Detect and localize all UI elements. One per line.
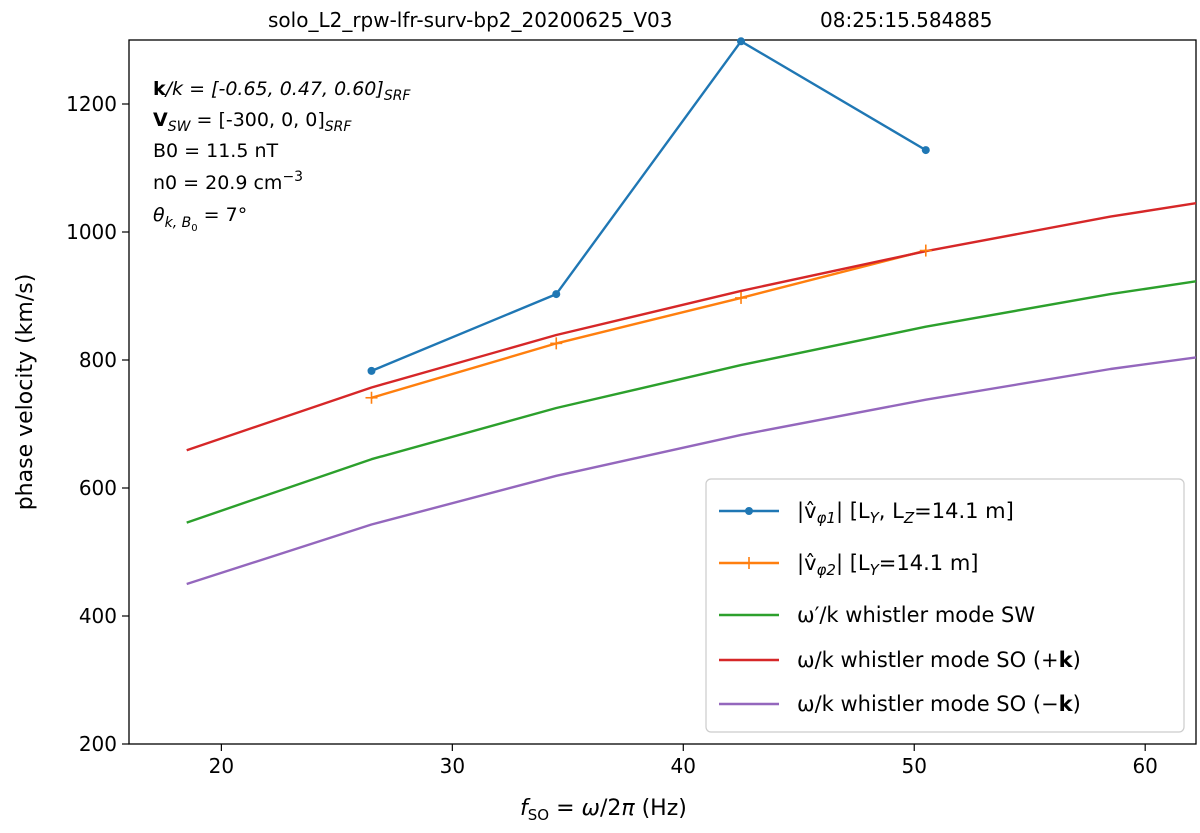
x-tick-label-40: 40 (671, 754, 696, 778)
legend-marker-0 (745, 507, 753, 515)
y-tick-label-1000: 1000 (66, 220, 117, 244)
legend-label-vphi1: |v̂φ1| [LY, LZ=14.1 m] (797, 499, 1014, 527)
annotation-theta: θk, B0 = 7° (153, 204, 247, 234)
series-line-1 (371, 249, 927, 399)
y-tick-label-200: 200 (79, 732, 117, 756)
legend-box (705, 478, 1185, 733)
annotation-b0: B0 = 11.5 nT (153, 140, 279, 162)
annotation-n0: n0 = 20.9 cm−3 (153, 169, 303, 194)
y-tick-label-400: 400 (79, 604, 117, 628)
legend-handles (719, 507, 779, 706)
series-0-point-0 (367, 366, 376, 375)
series-0-point-3 (921, 146, 930, 155)
x-tick-label-30: 30 (440, 754, 465, 778)
legend-label-sw: ω′/k whistler mode SW (797, 603, 1035, 627)
series-0-point-1 (552, 290, 561, 299)
x-tick-label-60: 60 (1132, 754, 1157, 778)
legend-marker-1 (743, 557, 755, 569)
series-line-4 (186, 356, 1196, 586)
legend: |v̂φ1| [LY, LZ=14.1 m] |v̂φ2| [LY=14.1 m… (705, 478, 1185, 733)
annotation-block: k/k = [-0.65, 0.47, 0.60]SRF VSW = [-300… (153, 78, 411, 234)
legend-label-so-plus: ω/k whistler mode SO (+k) (797, 648, 1081, 672)
x-axis-label: fSO = ω/2π (Hz) (520, 796, 687, 824)
series-1-point-3 (919, 244, 932, 257)
legend-label-vphi2: |v̂φ2| [LY=14.1 m] (797, 551, 978, 579)
chart-title-left: solo_L2_rpw-lfr-surv-bp2_20200625_V03 (268, 8, 672, 32)
series-1-point-2 (735, 291, 748, 304)
series-group (186, 40, 1196, 586)
x-tick-label-20: 20 (209, 754, 234, 778)
series-line-0 (371, 40, 927, 373)
chart-title-right: 08:25:15.584885 (820, 8, 993, 32)
y-tick-label-1200: 1200 (66, 92, 117, 116)
legend-label-so-minus: ω/k whistler mode SO (−k) (797, 692, 1081, 716)
annotation-v-sw: VSW = [-300, 0, 0]SRF (153, 109, 352, 135)
x-tick-label-50: 50 (902, 754, 927, 778)
markers-group (365, 37, 932, 404)
series-1-point-1 (550, 337, 563, 350)
y-axis-ticks: 200 400 600 800 1000 1200 (66, 92, 129, 756)
series-0-point-2 (737, 37, 746, 46)
plot-frame (128, 39, 1197, 745)
series-line-3 (186, 202, 1196, 452)
x-axis-ticks: 20 30 40 50 60 (209, 744, 1158, 778)
series-1-point-0 (365, 391, 378, 404)
series-line-2 (186, 280, 1196, 524)
y-axis-label: phase velocity (km/s) (13, 274, 38, 511)
y-tick-label-800: 800 (79, 348, 117, 372)
y-tick-label-600: 600 (79, 476, 117, 500)
annotation-k-vector: k/k = [-0.65, 0.47, 0.60]SRF (153, 78, 411, 104)
